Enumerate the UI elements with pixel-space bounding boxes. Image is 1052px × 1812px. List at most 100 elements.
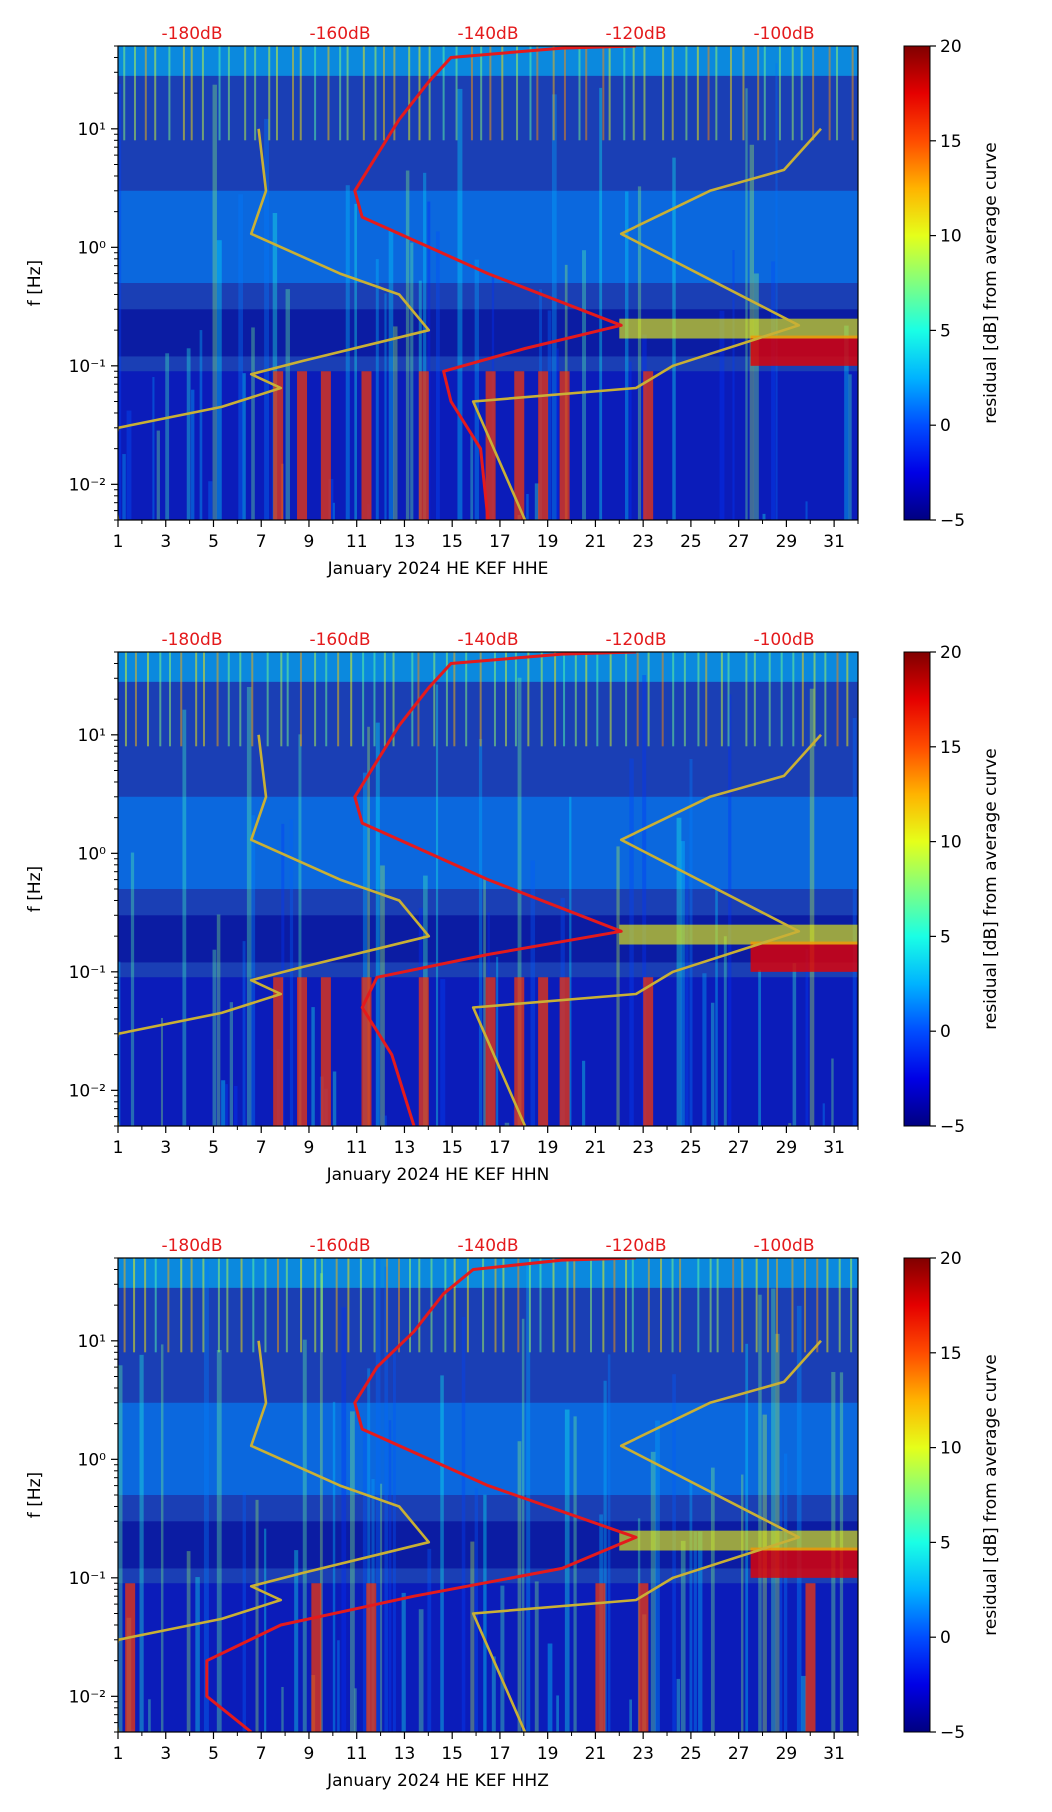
heatmap-streak xyxy=(852,717,857,1126)
heatmap-hf-tick xyxy=(662,46,665,141)
heatmap-hf-tick xyxy=(804,1258,807,1353)
heatmap-hf-tick xyxy=(778,46,781,141)
heatmap-hf-tick xyxy=(433,652,436,747)
heatmap-streak xyxy=(844,325,849,520)
y-axis-label: f [Hz] xyxy=(25,866,45,912)
x-tick-label: 17 xyxy=(489,532,511,552)
x-tick-label: 3 xyxy=(160,1744,171,1764)
heatmap-streak xyxy=(676,817,682,1126)
heatmap-streak xyxy=(504,1122,510,1126)
heatmap-hf-tick xyxy=(608,46,611,141)
heatmap-streak xyxy=(642,675,647,1126)
heatmap-streak xyxy=(405,170,410,520)
heatmap-hf-tick xyxy=(216,652,219,747)
heatmap-hf-tick xyxy=(280,652,283,747)
heatmap-area xyxy=(118,46,858,520)
x-tick-label: 17 xyxy=(489,1138,511,1158)
heatmap-hf-tick xyxy=(254,46,257,141)
top-db-label: -120dB xyxy=(605,24,666,44)
heatmap-hf-tick xyxy=(428,46,431,141)
x-axis-label: January 2024 HE KEF HHZ xyxy=(326,1771,549,1791)
heatmap-hf-tick xyxy=(240,1258,243,1353)
heatmap-hf-tick xyxy=(168,46,171,141)
y-tick-label: 10⁻¹ xyxy=(69,963,106,983)
heatmap-streak xyxy=(440,1375,444,1732)
heatmap-hf-tick xyxy=(409,1258,412,1353)
heatmap-hf-tick xyxy=(812,46,815,141)
colorbar-tick-label: 5 xyxy=(940,1533,951,1553)
heatmap-hf-tick xyxy=(800,46,803,141)
heatmap-streak xyxy=(332,502,336,520)
heatmap-hf-tick xyxy=(671,1258,674,1353)
heatmap-hf-tick xyxy=(851,46,854,141)
heatmap-streak xyxy=(242,373,246,520)
curve-noise-model-1 xyxy=(118,1340,431,1732)
heatmap-streak xyxy=(470,433,474,520)
colorbar-label: residual [dB] from average curve xyxy=(981,1354,1001,1635)
heatmap-streak xyxy=(384,293,387,520)
heatmap-hf-tick xyxy=(325,652,328,747)
heatmap-microseism-band xyxy=(619,318,858,339)
heatmap-hf-tick xyxy=(824,652,827,747)
curve-median-psd xyxy=(205,1258,638,1732)
heatmap-streak xyxy=(474,259,479,520)
heatmap-hot-streak xyxy=(514,371,525,520)
heatmap-streak xyxy=(186,1551,191,1732)
heatmap-streak xyxy=(367,726,370,1126)
colorbar-tick-label: 0 xyxy=(940,416,951,436)
heatmap-hf-tick xyxy=(729,46,732,141)
x-tick-label: 11 xyxy=(346,1744,368,1764)
heatmap-hf-tick xyxy=(493,652,496,747)
x-tick-label: 3 xyxy=(160,532,171,552)
heatmap-hf-tick xyxy=(386,1258,389,1353)
heatmap-streak xyxy=(680,841,685,1126)
heatmap-hf-tick xyxy=(479,652,482,747)
heatmap-streak xyxy=(350,1411,355,1732)
heatmap-streak xyxy=(461,1316,466,1732)
heatmap-hf-tick xyxy=(780,652,783,747)
x-tick-label: 9 xyxy=(304,532,315,552)
heatmap-hf-tick xyxy=(727,652,730,747)
heatmap-streak xyxy=(470,1541,475,1732)
x-axis-label: January 2024 HE KEF HHN xyxy=(326,1165,550,1185)
curve-noise-model-2 xyxy=(471,733,822,1126)
heatmap-streak xyxy=(367,1368,371,1732)
heatmap-hf-tick xyxy=(339,46,342,141)
heatmap-streak xyxy=(693,1531,697,1732)
x-tick-label: 31 xyxy=(823,1138,845,1158)
top-db-label: -100dB xyxy=(753,1236,814,1256)
y-tick-label: 10⁻² xyxy=(69,1081,106,1101)
heatmap-hf-tick xyxy=(647,1258,650,1353)
heatmap-streak xyxy=(616,846,620,1126)
colorbar-tick-label: 20 xyxy=(940,643,962,663)
heatmap-hf-tick xyxy=(195,652,198,747)
heatmap-hf-tick xyxy=(589,1258,592,1353)
heatmap-hf-tick xyxy=(838,1258,841,1353)
heatmap-hot-streak xyxy=(538,977,549,1126)
heatmap-hf-tick xyxy=(578,46,581,141)
heatmap-hf-tick xyxy=(217,1258,220,1353)
heatmap-hf-tick xyxy=(277,1258,280,1353)
y-tick-label: 10¹ xyxy=(78,1332,106,1352)
heatmap-hf-tick xyxy=(393,46,396,141)
heatmap-hf-tick xyxy=(239,652,242,747)
heatmap-streak xyxy=(792,963,797,1126)
heatmap-streak xyxy=(388,229,394,520)
heatmap-streak xyxy=(723,936,727,1126)
heatmap-streak xyxy=(573,1416,577,1732)
x-tick-label: 1 xyxy=(113,1138,124,1158)
y-tick-label: 10⁰ xyxy=(78,238,107,258)
x-tick-label: 9 xyxy=(304,1744,315,1764)
heatmap-streak xyxy=(139,1354,144,1732)
heatmap-hf-tick xyxy=(647,652,650,747)
heatmap-streak xyxy=(225,1084,228,1126)
heatmap-hf-tick xyxy=(169,652,172,747)
heatmap-streak xyxy=(152,376,155,520)
heatmap-hf-tick xyxy=(791,1258,794,1353)
heatmap-microseism-patch xyxy=(750,1547,858,1578)
heatmap-streak xyxy=(118,961,121,1126)
heatmap-streak xyxy=(130,852,135,1126)
y-axis-label: f [Hz] xyxy=(25,260,45,306)
y-tick-label: 10⁰ xyxy=(78,844,107,864)
heatmap-streak xyxy=(530,860,536,1126)
